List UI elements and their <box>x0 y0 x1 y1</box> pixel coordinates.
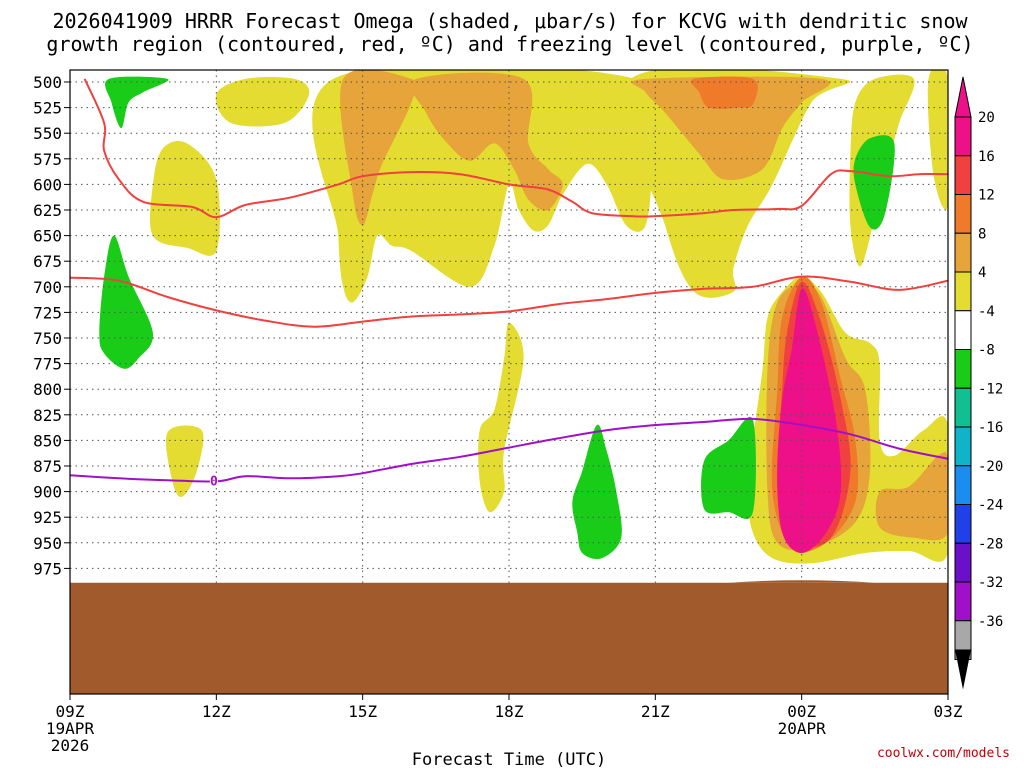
omega-region-neg4-18 <box>105 76 169 129</box>
colorbar-label--20: -20 <box>978 459 1003 475</box>
colorbar-bin-7 <box>954 387 972 428</box>
y-tick-label-525: 525 <box>33 99 62 118</box>
x-tick-year-0: 2026 <box>51 736 90 755</box>
freezing-level-contour <box>70 417 948 483</box>
y-tick-label-600: 600 <box>33 175 62 194</box>
omega-region-8-13 <box>875 451 948 541</box>
x-tick-label-03Z: 03Z <box>934 702 963 721</box>
y-tick-label-700: 700 <box>33 278 62 297</box>
colorbar-label-16: 16 <box>978 149 995 165</box>
colorbar-label--16: -16 <box>978 420 1003 436</box>
colorbar-bin-4 <box>954 271 972 312</box>
dendritic-contour-0 <box>83 78 948 219</box>
x-tick-date-0: 19APR <box>46 719 95 738</box>
omega-region-neg4-19 <box>99 235 154 369</box>
y-tick-label-900: 900 <box>33 483 62 502</box>
x-axis-label: Forecast Time (UTC) <box>412 750 606 768</box>
credit-text: coolwx.com/models <box>877 746 1010 761</box>
y-tick-label-650: 650 <box>33 227 62 246</box>
y-tick-label-575: 575 <box>33 150 62 169</box>
y-tick-label-950: 950 <box>33 534 62 553</box>
y-tick-label-850: 850 <box>33 431 62 450</box>
y-tick-label-625: 625 <box>33 201 62 220</box>
x-tick-label-15Z: 15Z <box>348 702 377 721</box>
y-axis: 500 525 550 575 600 625 650 675 700 725 750 775 800 8… <box>33 73 70 578</box>
colorbar-bin-12 <box>954 581 972 622</box>
colorbar-bin-10 <box>954 504 972 544</box>
contour-layer: 0 <box>70 78 948 489</box>
colorbar-label-4: 4 <box>978 265 986 281</box>
y-tick-label-550: 550 <box>33 124 62 143</box>
omega-region-20-17 <box>777 288 842 553</box>
colorbar-label--24: -24 <box>978 498 1003 514</box>
omega-region-8-9 <box>340 70 418 226</box>
colorbar-label--36: -36 <box>978 614 1003 630</box>
y-tick-label-500: 500 <box>33 73 62 92</box>
colorbar-label-20: 20 <box>978 110 995 126</box>
y-tick-label-925: 925 <box>33 508 62 527</box>
colorbar-label--12: -12 <box>978 381 1003 397</box>
grid-layer <box>69 70 949 694</box>
omega-region-4-5 <box>927 70 948 210</box>
colorbar-label--4: -4 <box>978 304 995 320</box>
colorbar-top-arrow <box>954 76 972 118</box>
y-tick-label-725: 725 <box>33 303 62 322</box>
colorbar-bottom-arrow <box>955 649 971 690</box>
omega-region-4-7 <box>478 322 524 513</box>
omega-region-4-6 <box>165 425 204 497</box>
y-tick-label-750: 750 <box>33 329 62 348</box>
colorbar-bin-8 <box>954 426 972 467</box>
freezing-level-label: 0 <box>210 474 218 489</box>
chart-title-line2: growth region (contoured, red, ºC) and f… <box>46 32 973 56</box>
y-tick-label-675: 675 <box>33 252 62 271</box>
x-tick-label-00Z: 00Z <box>787 702 816 721</box>
colorbar-label--32: -32 <box>978 575 1003 591</box>
colorbar-bin-0 <box>954 116 972 157</box>
x-tick-label-18Z: 18Z <box>495 702 524 721</box>
colorbar-bin-2 <box>954 194 972 234</box>
colorbar-bin-11 <box>954 542 972 583</box>
terrain-strip <box>70 582 948 694</box>
colorbar-label--8: -8 <box>978 343 995 359</box>
colorbar-bin-5 <box>954 310 972 350</box>
colorbar: 20 16 12 8 4 -4 -8 -12 -16 -20 -24 -28 -32 -36 <box>954 76 1003 690</box>
omega-region-8-11 <box>631 76 831 181</box>
omega-region-neg4-21 <box>701 416 756 520</box>
colorbar-label-12: 12 <box>978 188 995 204</box>
colorbar-label--28: -28 <box>978 536 1003 552</box>
colorbar-label-8: 8 <box>978 226 986 242</box>
omega-region-4-0 <box>149 140 220 256</box>
chart-title-line1: 2026041909 HRRR Forecast Omega (shaded, … <box>52 9 968 33</box>
y-tick-label-800: 800 <box>33 380 62 399</box>
y-tick-label-775: 775 <box>33 355 62 374</box>
colorbar-bin-6 <box>954 349 972 389</box>
x-tick-label-09Z: 09Z <box>56 702 85 721</box>
omega-region-4-2 <box>312 70 664 303</box>
title-block: 2026041909 HRRR Forecast Omega (shaded, … <box>46 9 973 56</box>
terrain-bump <box>728 580 875 583</box>
omega-region-neg4-20 <box>572 424 622 560</box>
freezing-label-bg <box>209 473 218 488</box>
omega-region-12-14 <box>690 76 758 109</box>
colorbar-bin-9 <box>954 465 972 505</box>
y-tick-label-825: 825 <box>33 406 62 425</box>
terrain-layer <box>70 580 948 694</box>
x-tick-date-15: 20APR <box>778 719 827 738</box>
omega-region-8-10 <box>410 72 563 211</box>
colorbar-bin-3 <box>954 232 972 273</box>
y-tick-label-975: 975 <box>33 559 62 578</box>
colorbar-bin-1 <box>954 155 972 195</box>
x-tick-label-21Z: 21Z <box>641 702 670 721</box>
dendritic-contour-1 <box>70 275 948 328</box>
omega-region-4-1 <box>215 77 310 127</box>
x-tick-label-12Z: 12Z <box>202 702 231 721</box>
y-tick-label-875: 875 <box>33 457 62 476</box>
